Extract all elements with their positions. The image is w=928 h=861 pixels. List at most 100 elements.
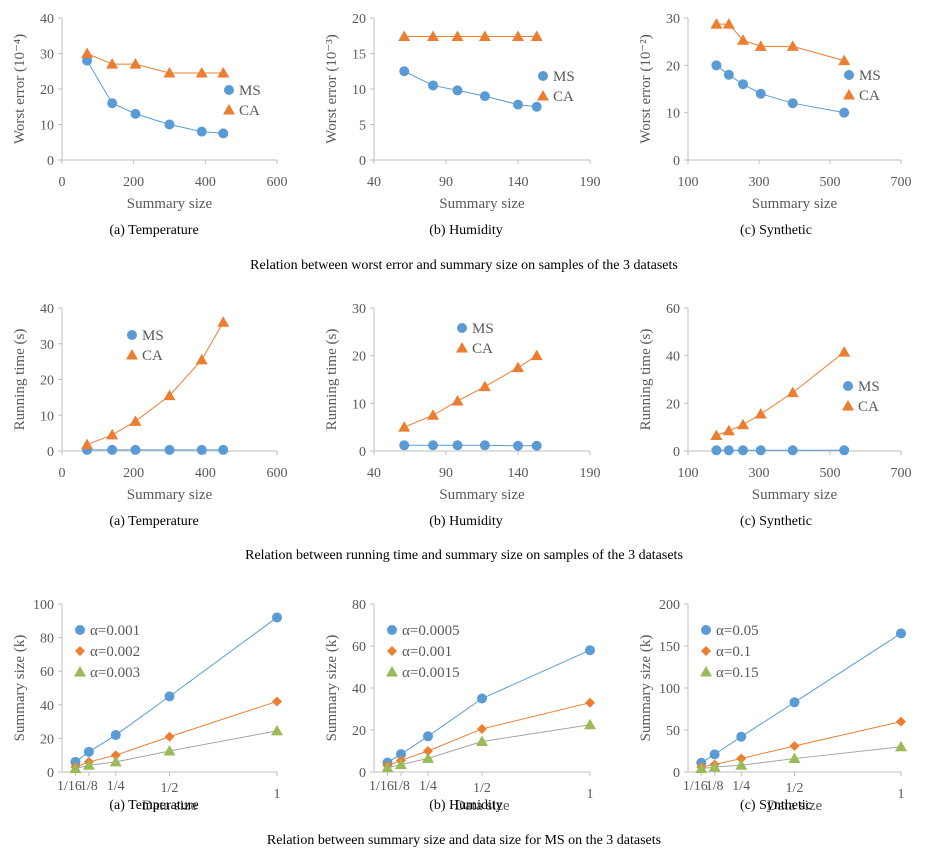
legend-marker <box>537 90 549 101</box>
series-3 <box>695 740 907 774</box>
x-tick-label: 1/16 <box>57 779 82 794</box>
y-tick-label: 30 <box>352 302 366 317</box>
legend-marker <box>842 400 854 411</box>
data-point <box>531 101 542 112</box>
chart-summary-size-synthetic: 0 50 100 150 200 1/161/8 1/4 1/2 1 Data size Summa… <box>638 598 907 814</box>
series-line <box>716 351 845 436</box>
data-point <box>451 394 464 406</box>
y-tick-label: 80 <box>352 598 366 613</box>
data-point <box>738 445 749 456</box>
data-point <box>755 445 766 456</box>
data-point <box>163 389 176 401</box>
data-point <box>478 30 491 41</box>
data-point <box>737 418 750 430</box>
data-point <box>428 80 439 91</box>
subcaption-2a: (a) Temperature <box>109 514 199 529</box>
legend: α=0.0005 α=0.001 α=0.0015 <box>386 623 460 681</box>
series-3 <box>69 724 283 774</box>
legend-marker <box>538 71 548 81</box>
series-1 <box>82 444 229 455</box>
legend-marker <box>126 349 138 360</box>
y-tick-label: 20 <box>40 374 54 389</box>
data-point <box>195 67 208 78</box>
x-tick-label: 400 <box>195 466 216 481</box>
legend-label: α=0.001 <box>90 623 140 639</box>
data-point <box>787 98 798 109</box>
series-line <box>404 355 537 428</box>
data-point <box>479 91 490 102</box>
data-point <box>896 628 906 639</box>
data-point <box>130 444 141 455</box>
row-caption-1: Relation between worst error and summary… <box>250 258 678 273</box>
x-tick-label: 0 <box>59 175 66 190</box>
data-point <box>272 696 282 707</box>
data-point <box>164 444 175 455</box>
subcaption-3a: (a) Temperature <box>109 798 199 813</box>
data-point <box>82 759 95 770</box>
data-point <box>710 18 723 29</box>
series-1 <box>382 645 595 768</box>
legend-label: MS <box>142 328 164 344</box>
data-point <box>754 40 767 51</box>
legend-label: CA <box>239 103 260 119</box>
data-point <box>789 740 800 751</box>
data-point <box>129 58 142 69</box>
data-point <box>513 440 523 451</box>
data-point <box>452 85 463 96</box>
y-tick-label: 0 <box>47 766 54 781</box>
series-line <box>701 746 902 770</box>
legend-label: α=0.003 <box>90 665 140 681</box>
legend-label: α=0.002 <box>90 644 140 660</box>
series-line <box>716 64 845 114</box>
series-line <box>86 53 224 74</box>
x-tick-label: 500 <box>820 175 841 190</box>
data-point <box>427 409 440 420</box>
data-point <box>106 428 119 440</box>
subcaption-1a: (a) Temperature <box>109 223 199 238</box>
legend-marker <box>701 625 711 635</box>
legend-label: α=0.0005 <box>402 623 460 639</box>
y-tick-label: 100 <box>33 598 54 613</box>
data-point <box>163 745 176 756</box>
data-point <box>738 79 749 90</box>
y-tick-label: 0 <box>359 766 366 781</box>
data-point <box>110 730 121 741</box>
series-2 <box>81 316 230 450</box>
x-tick-label: 100 <box>678 466 699 481</box>
y-tick-label: 40 <box>40 699 54 714</box>
data-point <box>737 34 750 45</box>
data-point <box>81 438 94 450</box>
y-tick-label: 20 <box>352 724 366 739</box>
y-tick-label: 20 <box>352 12 366 27</box>
x-tick-label: 140 <box>508 466 529 481</box>
chart-summary-size-humidity: 0 20 40 60 80 1/161/8 1/4 1/2 1 Data size Summary … <box>324 598 596 814</box>
data-point <box>736 753 747 764</box>
data-point <box>789 697 800 708</box>
x-tick-label: 1/2 <box>161 781 179 796</box>
data-point <box>82 55 93 66</box>
data-point <box>130 108 141 119</box>
series-2 <box>398 349 543 432</box>
data-point <box>110 750 121 761</box>
x-tick-label: 1/8 <box>392 779 410 794</box>
series-line <box>75 700 278 768</box>
data-point <box>107 444 118 455</box>
data-point <box>196 444 207 455</box>
x-tick-label: 1 <box>587 787 594 802</box>
x-tick-label: 140 <box>508 175 529 190</box>
series-2 <box>398 30 543 41</box>
x-axis-label: Data size <box>767 798 823 814</box>
y-axis-label: Summary size (k) <box>12 635 28 742</box>
x-tick-label: 190 <box>580 175 601 190</box>
data-point <box>530 30 543 41</box>
legend: α=0.001 α=0.002 α=0.003 <box>74 623 140 681</box>
data-point <box>512 30 524 41</box>
data-point <box>530 349 543 361</box>
y-tick-label: 80 <box>40 632 54 647</box>
data-point <box>69 762 82 774</box>
x-tick-label: 600 <box>267 175 288 190</box>
y-tick-label: 40 <box>40 302 54 317</box>
x-tick-label: 400 <box>195 175 216 190</box>
data-point <box>584 718 596 730</box>
